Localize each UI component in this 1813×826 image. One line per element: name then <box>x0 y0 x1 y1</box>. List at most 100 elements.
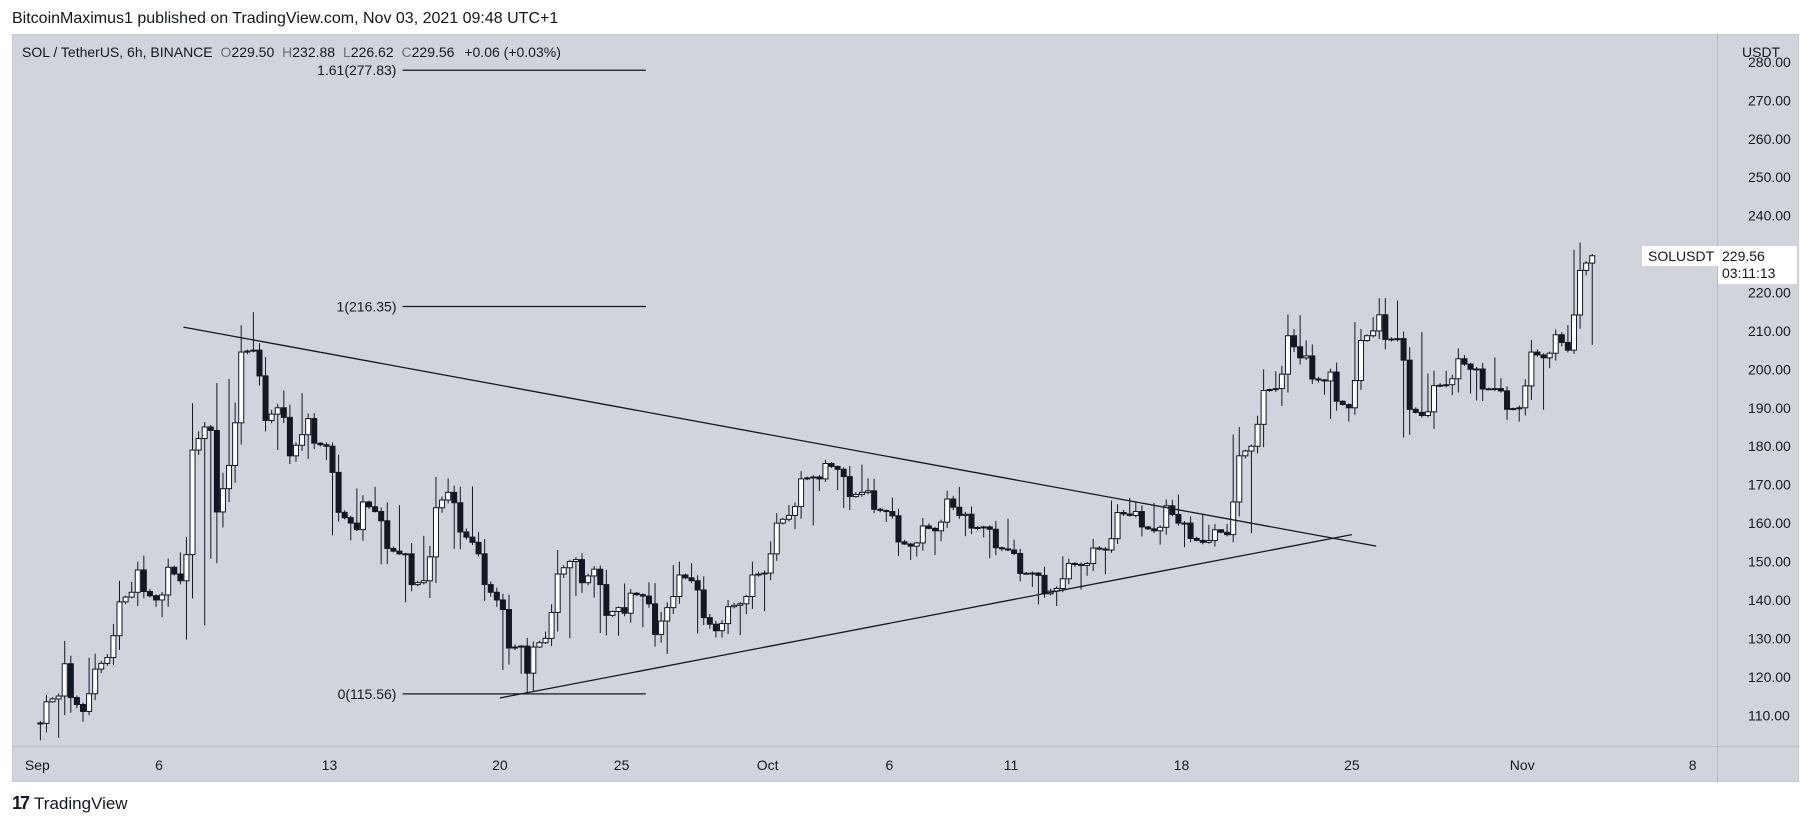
candle-body <box>767 553 774 574</box>
candle-body <box>347 517 354 524</box>
candle-body <box>1558 334 1565 343</box>
candle-body <box>1315 378 1322 381</box>
candle-body <box>1029 572 1036 575</box>
candle-body <box>1504 390 1511 410</box>
candle-body <box>944 498 951 523</box>
candle-body <box>1169 505 1176 515</box>
candle-body <box>256 349 263 377</box>
candle-body <box>1552 334 1559 354</box>
candle-body <box>86 693 93 712</box>
footer-brand: TradingView <box>34 793 128 813</box>
legend-open: 229.50 <box>231 44 275 60</box>
candle-body <box>810 476 817 479</box>
candle-body <box>420 580 427 584</box>
candle-body <box>110 635 117 659</box>
y-tick-label: 200.00 <box>1748 361 1791 377</box>
candle-body <box>140 569 147 593</box>
tradingview-logo-icon: 17 <box>12 793 30 813</box>
candle-body <box>274 407 281 415</box>
candle-body <box>682 574 689 579</box>
candle-body <box>1023 572 1030 575</box>
footer[interactable]: 17 TradingView <box>12 793 128 814</box>
candle-body <box>1534 351 1541 356</box>
candle-body <box>579 559 586 584</box>
candle-body <box>384 520 391 549</box>
candle-body <box>372 506 379 513</box>
y-tick-label: 190.00 <box>1748 400 1791 416</box>
candle-body <box>1522 385 1529 409</box>
x-tick-label: 20 <box>492 757 508 773</box>
candle-body <box>189 449 196 556</box>
candle-body <box>463 531 470 538</box>
y-tick-label: 260.00 <box>1748 131 1791 147</box>
candle-body <box>852 493 859 498</box>
candle-body <box>992 528 999 549</box>
candle-body <box>1005 548 1012 551</box>
y-tick-label: 110.00 <box>1748 707 1790 723</box>
candle-body <box>804 477 811 480</box>
candle-body <box>1394 338 1401 341</box>
candle-body <box>1388 338 1395 341</box>
x-tick-label: 18 <box>1174 757 1190 773</box>
candle-body <box>207 426 214 431</box>
trendline <box>183 326 1377 547</box>
price-axis[interactable] <box>1717 35 1798 746</box>
candle-body <box>469 536 476 543</box>
candle-body <box>858 491 865 495</box>
x-tick-label: Nov <box>1510 757 1535 773</box>
legend-low-label: L <box>342 44 351 60</box>
candle-body <box>250 349 257 352</box>
candle-body <box>1108 538 1115 551</box>
candle-body <box>359 501 366 531</box>
candle-body <box>1035 572 1042 576</box>
candle-body <box>1412 408 1419 413</box>
candle-body <box>706 617 713 625</box>
candle-body <box>505 609 512 649</box>
candle-body <box>439 499 446 509</box>
candle-body <box>1151 528 1158 532</box>
candle-body <box>1345 404 1352 409</box>
candle-body <box>55 695 62 700</box>
candle-body <box>798 478 805 508</box>
candle-body <box>1284 335 1291 375</box>
candle-body <box>426 556 433 582</box>
candle-body <box>1467 363 1474 370</box>
candle-body <box>1351 380 1358 409</box>
candle-body <box>901 541 908 545</box>
y-tick-label: 250.00 <box>1748 169 1791 185</box>
candle-body <box>1479 368 1486 390</box>
candle-body <box>1230 501 1237 536</box>
candle-body <box>889 511 896 517</box>
time-axis[interactable] <box>13 746 1717 781</box>
x-tick-label: 6 <box>885 757 893 773</box>
candle-body <box>414 582 421 586</box>
candle-body <box>1400 338 1407 361</box>
legend-low: 226.62 <box>350 44 394 60</box>
candle-body <box>1431 385 1438 413</box>
candle-body <box>171 566 178 575</box>
candle-body <box>962 513 969 516</box>
legend-symbol: SOL / TetherUS, 6h, BINANCE <box>22 44 213 60</box>
candle-body <box>694 580 701 591</box>
x-tick-label: Oct <box>757 757 779 773</box>
y-tick-label: 130.00 <box>1748 630 1791 646</box>
candle-body <box>566 561 573 569</box>
legend-change: +0.06 (+0.03%) <box>464 44 561 60</box>
candle-body <box>1078 563 1085 566</box>
candle-body <box>226 464 233 490</box>
candle-body <box>238 351 245 424</box>
candle-body <box>280 407 287 418</box>
candle-body <box>329 445 336 473</box>
candle-body <box>366 501 373 508</box>
candle-body <box>1096 547 1103 550</box>
candle-body <box>408 553 415 586</box>
candle-body <box>1303 355 1310 359</box>
candle-body <box>104 657 111 664</box>
candle-body <box>1071 562 1078 565</box>
candle-body <box>700 589 707 619</box>
candle-body <box>1090 547 1097 564</box>
candle-body <box>834 465 841 470</box>
candle-body <box>1084 562 1091 566</box>
candle-body <box>378 511 385 522</box>
